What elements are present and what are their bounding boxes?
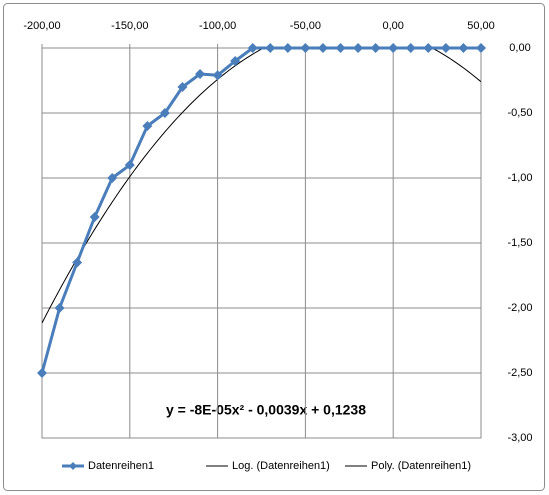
x-tick-label: -200,00 — [23, 20, 60, 32]
data-point — [282, 43, 293, 53]
data-point — [265, 43, 276, 53]
data-point — [72, 257, 83, 268]
y-tick-label: -2,50 — [507, 367, 532, 379]
data-point — [247, 43, 258, 53]
trend-equation: y = -8E-05x² - 0,0039x + 0,1238 — [166, 402, 366, 418]
legend-marker — [69, 462, 77, 470]
data-point — [142, 121, 153, 131]
legend-label: Log. (Datenreihen1) — [232, 460, 330, 472]
data-point — [124, 160, 135, 170]
data-point — [300, 43, 311, 53]
data-point — [476, 43, 486, 53]
y-tick-label: -0,50 — [507, 107, 532, 119]
data-point — [89, 212, 100, 222]
data-point — [230, 56, 241, 66]
legend-label: Poly. (Datenreihen1) — [371, 460, 471, 472]
data-point — [388, 43, 399, 53]
data-point — [317, 43, 328, 53]
y-tick-label: -3,00 — [507, 432, 532, 444]
data-point — [440, 43, 451, 53]
x-tick-label: 0,00 — [382, 20, 403, 32]
legend-label: Datenreihen1 — [88, 460, 154, 472]
x-tick-label: -150,00 — [111, 20, 148, 32]
x-tick-label: 50,00 — [467, 20, 495, 32]
data-point — [335, 43, 346, 53]
data-point — [423, 43, 434, 53]
x-tick-label: -100,00 — [199, 20, 236, 32]
data-point — [405, 43, 416, 53]
data-point — [353, 43, 364, 53]
data-point — [159, 108, 170, 118]
data-point — [107, 173, 118, 183]
chart-border — [3, 3, 545, 491]
y-tick-label: -2,00 — [507, 302, 532, 314]
data-point — [370, 43, 381, 53]
data-point — [195, 69, 206, 79]
y-tick-label: 0,00 — [509, 42, 530, 54]
y-tick-label: -1,50 — [507, 237, 532, 249]
data-point — [54, 303, 65, 313]
x-tick-label: -50,00 — [290, 20, 321, 32]
data-point — [458, 43, 469, 53]
y-tick-label: -1,00 — [507, 172, 532, 184]
data-point — [177, 82, 188, 92]
data-point — [212, 70, 223, 81]
data-point — [37, 368, 47, 378]
